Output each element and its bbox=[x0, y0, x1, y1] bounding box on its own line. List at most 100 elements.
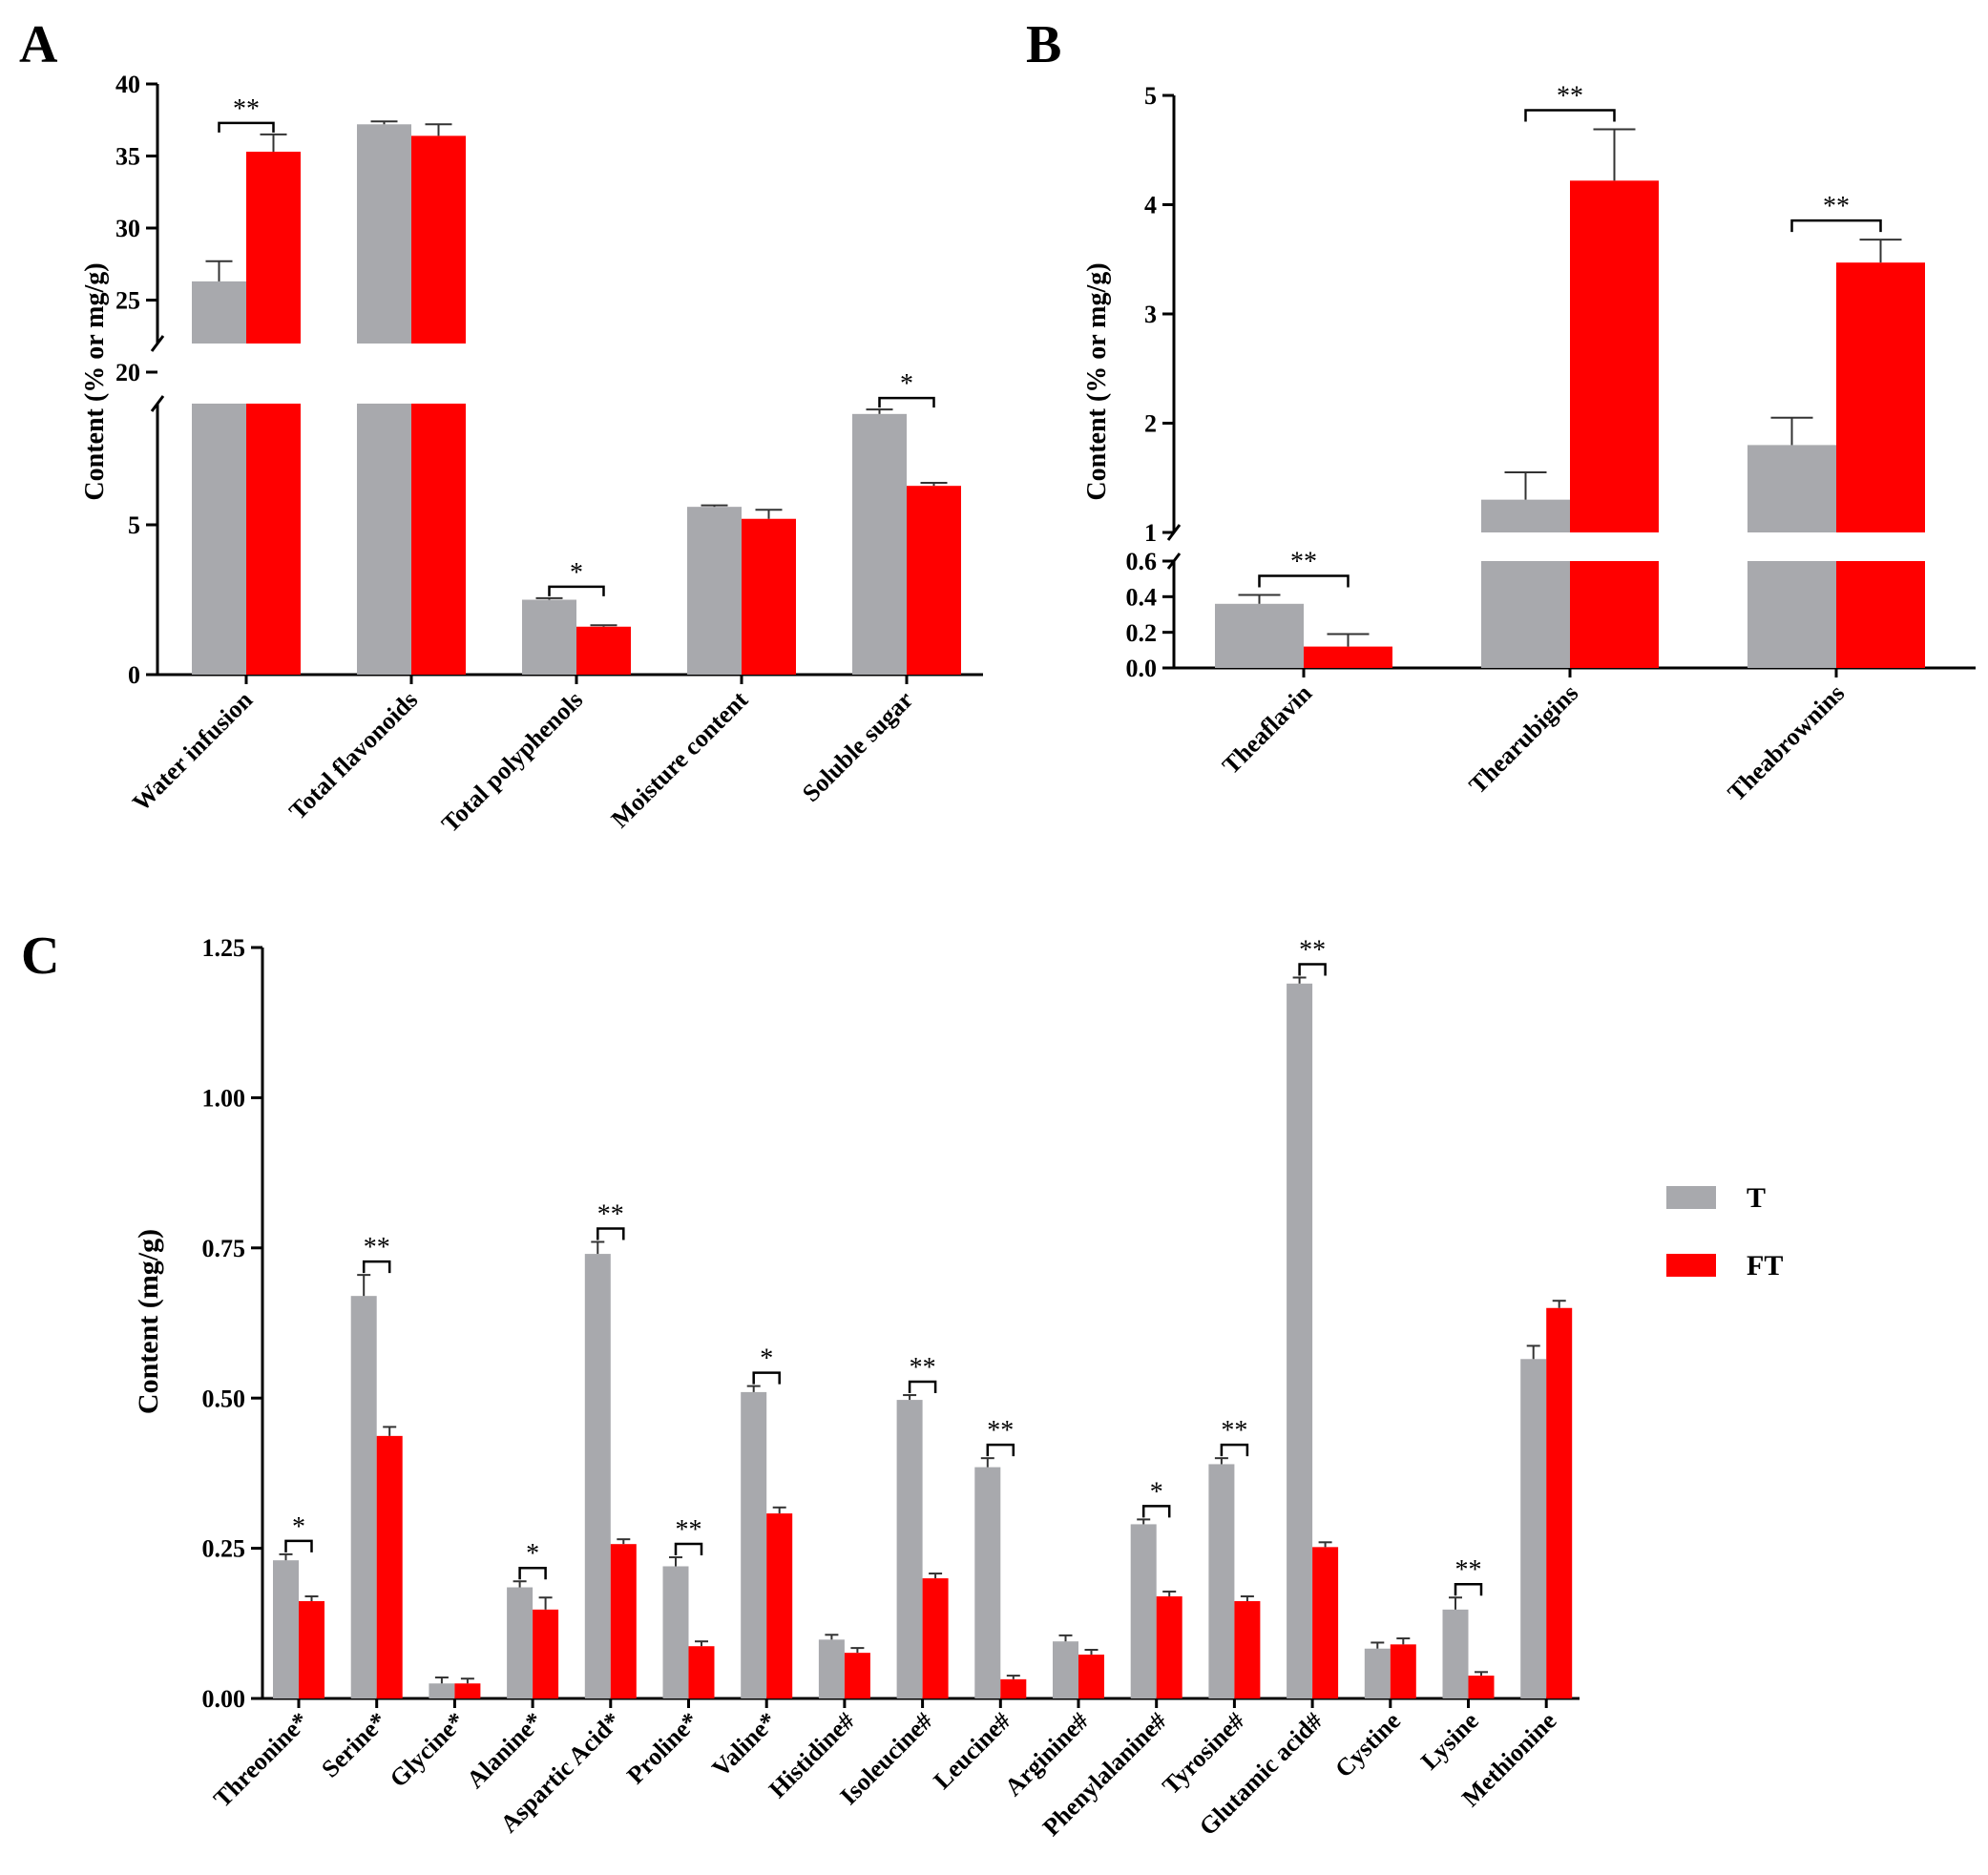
bar-ft-thearubigins-lower bbox=[1570, 561, 1659, 668]
bar-ft-methionine bbox=[1546, 1307, 1573, 1698]
x-tick-label: Thearubigins bbox=[1463, 679, 1583, 800]
y-tick-label: 0.75 bbox=[202, 1235, 246, 1262]
bar-ft-water-infusion bbox=[246, 151, 301, 344]
bar-t-lysine bbox=[1442, 1609, 1469, 1698]
y-tick-label: 4 bbox=[1144, 192, 1157, 219]
bar-t-theaflavin bbox=[1215, 603, 1304, 668]
bar-t-threonine bbox=[273, 1560, 299, 1698]
y-tick-label: 0.6 bbox=[1126, 548, 1158, 575]
y-axis-label: Content (mg/g) bbox=[133, 1229, 164, 1414]
y-tick-label: 20 bbox=[115, 359, 140, 386]
significance-mark: * bbox=[760, 1344, 773, 1374]
bar-ft-phenylalanine bbox=[1156, 1595, 1182, 1698]
bar-ft-alanine bbox=[533, 1609, 559, 1698]
panel-label: C bbox=[21, 927, 59, 986]
bar-ft-glycine bbox=[454, 1683, 481, 1698]
significance-mark: ** bbox=[233, 94, 260, 124]
significance-mark: ** bbox=[676, 1515, 702, 1545]
x-tick-label: Serine* bbox=[316, 1707, 392, 1783]
significance-bracket bbox=[674, 1542, 703, 1556]
y-axis-label: Content (% or mg/g) bbox=[1082, 262, 1112, 500]
x-tick-label: Cystine bbox=[1329, 1707, 1406, 1783]
significance-bracket bbox=[548, 585, 605, 596]
x-tick-label: Total flavonoids bbox=[283, 686, 423, 825]
y-tick-label: 40 bbox=[115, 71, 140, 98]
bar-t-thearubigins-lower bbox=[1481, 561, 1570, 668]
significance-bracket bbox=[362, 1260, 391, 1274]
y-tick-label: 0.00 bbox=[202, 1685, 246, 1713]
bar-t-leucine bbox=[974, 1467, 1001, 1698]
panel-label: A bbox=[19, 15, 58, 74]
bar-t-water-infusion bbox=[192, 281, 246, 344]
bar-ft-water-infusion-lower bbox=[246, 404, 301, 675]
legend-swatch-t bbox=[1666, 1186, 1716, 1209]
x-tick-label: Valine* bbox=[706, 1707, 782, 1782]
significance-bracket bbox=[284, 1539, 313, 1552]
significance-bracket bbox=[878, 396, 935, 408]
bar-t-arginine bbox=[1053, 1641, 1078, 1698]
bar-ft-valine bbox=[766, 1513, 793, 1698]
significance-bracket bbox=[1790, 219, 1882, 233]
panel-c: C Content (mg/g) 0.00 0.25 0.50 0.75 1.00 1.25 *… bbox=[21, 927, 1580, 1842]
legend-label-t: T bbox=[1747, 1182, 1766, 1214]
significance-mark: ** bbox=[1299, 935, 1326, 965]
significance-mark: * bbox=[900, 369, 913, 399]
bar-t-total-flavonoids-lower bbox=[357, 404, 411, 675]
bar-t-theabrownins bbox=[1747, 445, 1836, 532]
axis-break-mark bbox=[150, 335, 165, 352]
bar-t-proline bbox=[662, 1566, 689, 1698]
bar-ft-lysine bbox=[1468, 1676, 1495, 1698]
significance-bracket bbox=[218, 121, 275, 133]
bar-ft-threonine bbox=[299, 1601, 324, 1698]
significance-mark: ** bbox=[364, 1233, 390, 1262]
x-tick-label: Theaflavin bbox=[1217, 678, 1318, 780]
y-tick-label: 3 bbox=[1144, 301, 1157, 328]
bar-t-water-infusion-lower bbox=[192, 404, 246, 675]
bar-ft-glutamic-acid bbox=[1312, 1547, 1339, 1698]
bar-t-alanine bbox=[507, 1587, 534, 1698]
bar-t-soluble-sugar bbox=[852, 413, 907, 675]
bar-ft-thearubigins bbox=[1570, 180, 1659, 532]
bar-t-serine bbox=[350, 1296, 377, 1698]
y-tick-label: 0.4 bbox=[1126, 583, 1158, 611]
significance-bracket bbox=[1298, 963, 1327, 976]
significance-mark: ** bbox=[1823, 192, 1850, 221]
significance-mark: ** bbox=[1557, 81, 1583, 111]
bar-t-histidine bbox=[818, 1639, 845, 1698]
y-tick-label: 5 bbox=[1144, 82, 1157, 110]
bar-t-valine bbox=[741, 1391, 767, 1698]
x-tick-label: Water infusion bbox=[127, 685, 259, 817]
significance-bracket bbox=[1141, 1505, 1171, 1518]
x-tick-label: Proline* bbox=[621, 1707, 704, 1790]
y-tick-label: 0.0 bbox=[1126, 655, 1158, 682]
significance-mark: * bbox=[292, 1512, 305, 1542]
bar-ft-total-flavonoids-lower bbox=[411, 404, 466, 675]
significance-bracket bbox=[908, 1380, 937, 1394]
significance-mark: ** bbox=[1455, 1555, 1482, 1585]
significance-mark: ** bbox=[1290, 547, 1317, 576]
significance-bracket bbox=[986, 1443, 1015, 1457]
bar-ft-serine bbox=[376, 1435, 403, 1698]
bar-t-cystine bbox=[1364, 1648, 1391, 1698]
x-tick-label: Total polyphenols bbox=[436, 686, 588, 838]
significance-bracket bbox=[1524, 109, 1616, 122]
bar-ft-theaflavin bbox=[1304, 646, 1392, 668]
x-tick-label: Moisture content bbox=[606, 686, 754, 834]
y-tick-label: 0.2 bbox=[1126, 619, 1158, 647]
significance-mark: ** bbox=[910, 1353, 936, 1383]
y-tick-label: 2 bbox=[1144, 410, 1157, 438]
bar-t-theabrownins-lower bbox=[1747, 561, 1836, 668]
significance-bracket bbox=[518, 1566, 547, 1580]
bar-t-tyrosine bbox=[1208, 1464, 1235, 1698]
panel-label: B bbox=[1026, 15, 1061, 74]
bar-ft-isoleucine bbox=[922, 1578, 949, 1698]
bar-t-methionine bbox=[1520, 1359, 1547, 1698]
bar-ft-total-polyphenols bbox=[576, 626, 631, 675]
bar-t-aspartic-acid bbox=[584, 1254, 611, 1698]
bar-ft-aspartic-acid bbox=[610, 1544, 637, 1698]
significance-mark: * bbox=[526, 1539, 539, 1569]
bar-t-total-polyphenols bbox=[522, 599, 576, 675]
x-tick-label: Threonine* bbox=[208, 1707, 314, 1813]
significance-mark: * bbox=[1150, 1477, 1163, 1507]
